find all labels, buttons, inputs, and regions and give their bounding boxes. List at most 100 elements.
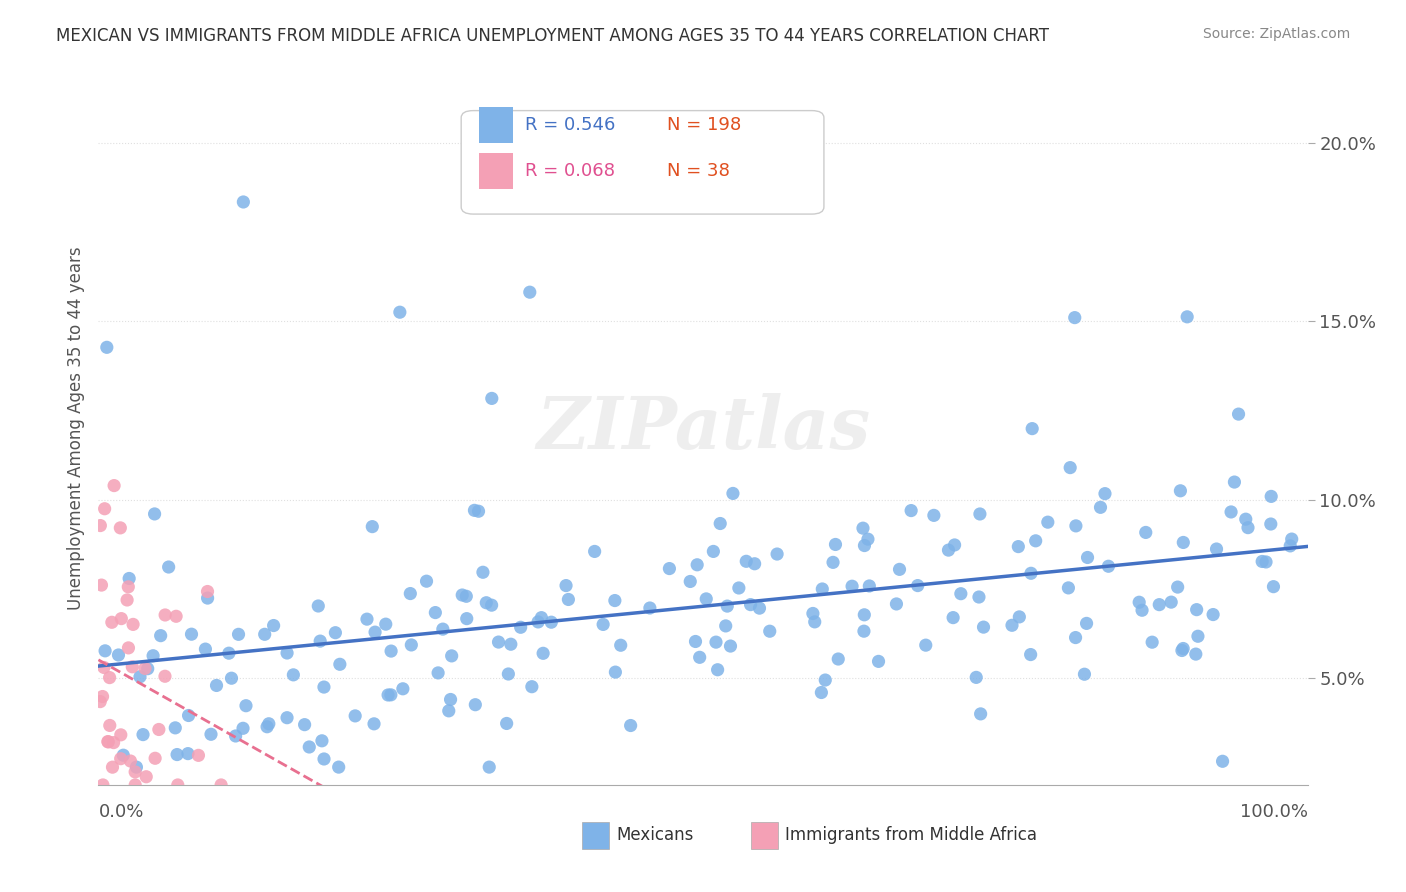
- Point: [1260, 516, 1282, 531]
- Point: [166, 778, 188, 792]
- Point: [949, 587, 972, 601]
- Point: [827, 652, 849, 666]
- Point: [132, 728, 155, 742]
- Point: [94, 644, 117, 658]
- Point: [852, 624, 875, 639]
- Text: N = 198: N = 198: [666, 116, 741, 134]
- Point: [194, 642, 217, 657]
- Point: [165, 721, 187, 735]
- Point: [841, 579, 863, 593]
- Text: R = 0.068: R = 0.068: [526, 162, 616, 180]
- Point: [89, 695, 111, 709]
- Text: Immigrants from Middle Africa: Immigrants from Middle Africa: [785, 826, 1038, 844]
- Point: [143, 507, 166, 521]
- Point: [166, 747, 188, 762]
- Point: [263, 618, 285, 632]
- Point: [110, 521, 132, 535]
- Point: [440, 648, 463, 663]
- Point: [1149, 598, 1171, 612]
- Point: [638, 601, 661, 615]
- Point: [704, 635, 727, 649]
- FancyBboxPatch shape: [479, 153, 513, 189]
- Point: [716, 599, 738, 613]
- Point: [605, 665, 627, 680]
- Point: [142, 648, 165, 663]
- FancyBboxPatch shape: [461, 111, 824, 214]
- Point: [93, 501, 115, 516]
- Point: [1185, 647, 1208, 661]
- Point: [1185, 602, 1208, 616]
- Point: [148, 723, 170, 737]
- Point: [298, 739, 321, 754]
- Text: 100.0%: 100.0%: [1240, 803, 1308, 821]
- Point: [165, 609, 187, 624]
- Point: [221, 671, 243, 685]
- Point: [103, 736, 125, 750]
- Point: [1036, 515, 1059, 529]
- Point: [519, 285, 541, 300]
- Point: [856, 532, 879, 546]
- Point: [388, 305, 411, 319]
- Point: [478, 760, 501, 774]
- Point: [135, 770, 157, 784]
- Point: [427, 665, 450, 680]
- Point: [276, 646, 298, 660]
- Point: [499, 637, 522, 651]
- Point: [1090, 500, 1112, 515]
- Point: [157, 560, 180, 574]
- Point: [531, 646, 554, 660]
- Point: [180, 627, 202, 641]
- Text: 0.0%: 0.0%: [98, 803, 143, 821]
- Point: [380, 644, 402, 658]
- Point: [311, 733, 333, 747]
- Point: [153, 607, 176, 622]
- Point: [1063, 310, 1085, 325]
- Point: [1160, 595, 1182, 609]
- Text: Source: ZipAtlas.com: Source: ZipAtlas.com: [1202, 27, 1350, 41]
- Point: [91, 778, 114, 792]
- Point: [886, 597, 908, 611]
- Point: [107, 648, 129, 662]
- Point: [498, 667, 520, 681]
- Point: [125, 760, 148, 774]
- Point: [967, 590, 990, 604]
- Point: [307, 599, 329, 613]
- Point: [1019, 648, 1042, 662]
- Point: [90, 578, 112, 592]
- Point: [415, 574, 437, 589]
- Point: [557, 592, 579, 607]
- Point: [149, 629, 172, 643]
- Point: [439, 692, 461, 706]
- Point: [744, 557, 766, 571]
- Point: [110, 612, 132, 626]
- Point: [471, 566, 494, 580]
- Point: [91, 690, 114, 704]
- Point: [294, 717, 316, 731]
- Point: [706, 663, 728, 677]
- Point: [695, 591, 717, 606]
- Point: [475, 596, 498, 610]
- Point: [748, 601, 770, 615]
- Point: [399, 586, 422, 600]
- Point: [187, 748, 209, 763]
- Point: [110, 752, 132, 766]
- Point: [392, 681, 415, 696]
- Point: [200, 727, 222, 741]
- Point: [432, 622, 454, 636]
- Point: [463, 503, 485, 517]
- Point: [1064, 631, 1087, 645]
- Point: [852, 521, 875, 535]
- Point: [98, 671, 121, 685]
- Point: [380, 688, 402, 702]
- Text: ZIPatlas: ZIPatlas: [536, 392, 870, 464]
- Point: [965, 670, 987, 684]
- Point: [1008, 610, 1031, 624]
- Point: [900, 503, 922, 517]
- Point: [120, 754, 142, 768]
- Point: [96, 340, 118, 354]
- Point: [1019, 566, 1042, 581]
- Point: [1251, 554, 1274, 568]
- Point: [1223, 475, 1246, 489]
- Point: [481, 392, 503, 406]
- Point: [344, 709, 367, 723]
